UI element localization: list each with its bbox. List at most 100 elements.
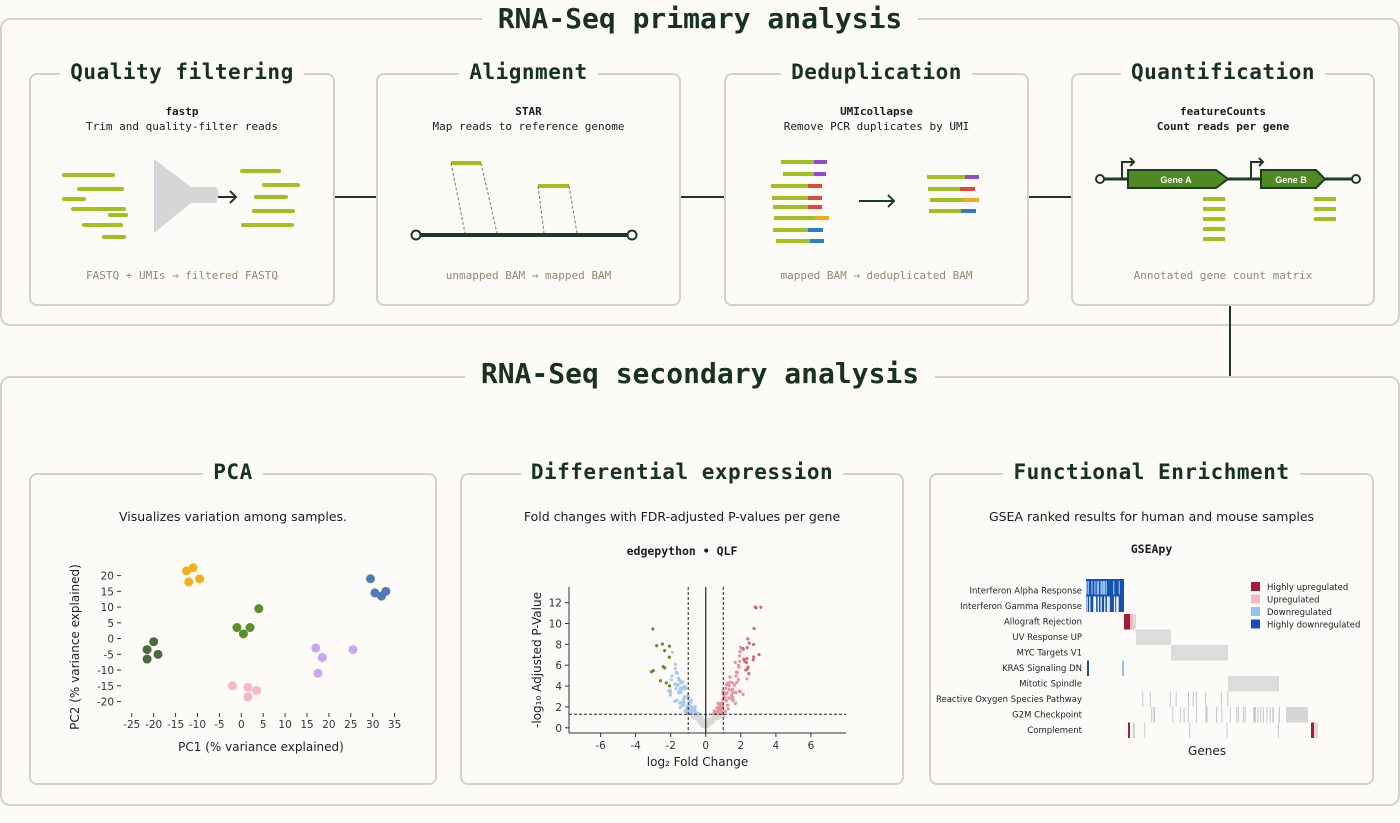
heatmap-tick	[1266, 707, 1268, 723]
pathway-label: Allograft Rejection	[1004, 618, 1082, 628]
volcano-point	[724, 686, 728, 690]
volcano-point	[681, 685, 685, 689]
volcano-point	[651, 627, 655, 631]
step-io: FASTQ + UMIs → filtered FASTQ	[85, 269, 279, 282]
y-tick-label: 12	[549, 598, 562, 610]
heatmap-tick	[1144, 722, 1146, 738]
card-title: Quantification	[1073, 60, 1373, 84]
volcano-point	[696, 719, 701, 723]
heatmap-tick	[1196, 707, 1198, 723]
volcano-point	[734, 674, 738, 678]
heatmap-cell	[1136, 629, 1171, 645]
gene-b-label: Gene B	[1275, 175, 1307, 185]
pca-chart: -25 -20 -15 -10 -5 0 5 10 15 20 25 30 35 20 15 10 5 0 -5 -1…	[68, 563, 401, 754]
heatmap-tick	[1094, 596, 1097, 612]
step-description: Map reads to reference genome	[432, 120, 625, 133]
heatmap-tick	[1277, 722, 1279, 738]
volcano-point	[738, 649, 742, 654]
primary-analysis-title: RNA-Seq primary analysis	[0, 2, 1400, 35]
pca-point	[245, 623, 255, 633]
volcano-point	[745, 657, 749, 661]
heatmap-tick	[1122, 660, 1124, 676]
heatmap-tick	[1237, 707, 1239, 723]
heatmap-tick	[1229, 707, 1231, 723]
heatmap-tick	[1093, 596, 1095, 612]
card-title: Alignment	[378, 60, 679, 84]
volcano-point	[757, 652, 761, 657]
pca-point	[366, 574, 376, 584]
volcano-point	[741, 692, 745, 696]
pca-card: PCA Visualizes variation among samples. …	[29, 460, 437, 785]
volcano-point	[678, 705, 682, 710]
pathway-label: Interferon Gamma Response	[960, 602, 1082, 612]
volcano-point	[759, 605, 763, 609]
volcano-point	[745, 645, 749, 650]
heatmap-tick	[1133, 722, 1135, 738]
pca-point	[153, 649, 163, 659]
pca-point	[232, 623, 242, 633]
x-tick-label: 6	[808, 740, 815, 752]
heatmap-cell	[1130, 614, 1133, 630]
y-tick-label: 0	[555, 723, 562, 735]
heatmap-tick	[1187, 691, 1189, 707]
volcano-point	[719, 706, 723, 710]
volcano-point	[736, 677, 740, 682]
y-tick-label: -5	[104, 649, 114, 661]
volcano-point	[676, 682, 680, 687]
x-tick-label: -2	[665, 740, 675, 752]
heatmap-tick	[1195, 691, 1197, 707]
volcano-point	[673, 682, 677, 686]
x-tick-label: 35	[388, 719, 401, 731]
pca-point	[142, 654, 152, 664]
volcano-point	[664, 681, 668, 685]
volcano-point	[658, 679, 663, 683]
heatmap-tick	[1260, 707, 1262, 723]
y-tick-label: 20	[101, 571, 114, 583]
x-axis-label: Genes	[1188, 744, 1226, 758]
tool-name: GSEApy	[1130, 542, 1173, 556]
heatmap-tick	[1086, 596, 1088, 612]
volcano-point	[667, 655, 671, 659]
volcano-point	[751, 658, 755, 662]
pca-point	[254, 604, 264, 614]
dedup-illustration	[771, 160, 979, 243]
heatmap-tick	[1215, 707, 1217, 723]
volcano-point	[683, 709, 687, 713]
pca-point	[188, 563, 198, 573]
quality-filtering-card: Quality filtering fastp Trim and quality…	[29, 60, 335, 306]
volcano-point	[718, 715, 723, 719]
volcano-point	[742, 657, 746, 661]
step-io: unmapped BAM → mapped BAM	[445, 269, 612, 282]
volcano-point	[746, 665, 750, 669]
card-title: Differential expression	[462, 460, 902, 484]
volcano-point	[715, 706, 719, 710]
heatmap-tick	[1087, 581, 1089, 597]
heatmap-cell	[1314, 722, 1318, 738]
heatmap-tick	[1244, 707, 1246, 723]
y-tick-label: 15	[101, 586, 114, 598]
volcano-point	[680, 703, 685, 707]
heatmap-tick	[1221, 707, 1223, 723]
heatmap-tick	[1154, 707, 1156, 723]
pathway-label: G2M Checkpoint	[1012, 711, 1083, 721]
heatmap-tick	[1128, 722, 1130, 738]
heatmap-tick	[1102, 581, 1105, 597]
legend-swatch	[1251, 607, 1260, 616]
volcano-point	[670, 650, 674, 654]
heatmap-tick	[1096, 581, 1098, 597]
pca-point	[184, 577, 194, 587]
quantification-card: Quantification featureCounts Count reads…	[1071, 60, 1375, 306]
heatmap-tick	[1149, 691, 1151, 707]
volcano-point	[728, 680, 732, 684]
pca-point	[313, 668, 323, 678]
heatmap-tick	[1179, 707, 1181, 723]
heatmap-tick	[1132, 722, 1134, 738]
heatmap-tick	[1101, 581, 1103, 597]
heatmap-tick	[1142, 691, 1144, 707]
volcano-point	[712, 718, 716, 722]
heatmap-tick	[1086, 581, 1088, 597]
y-tick-label: 4	[555, 681, 562, 693]
y-tick-label: 10	[101, 602, 114, 614]
heatmap-tick	[1175, 691, 1177, 707]
heatmap-tick	[1151, 707, 1153, 723]
